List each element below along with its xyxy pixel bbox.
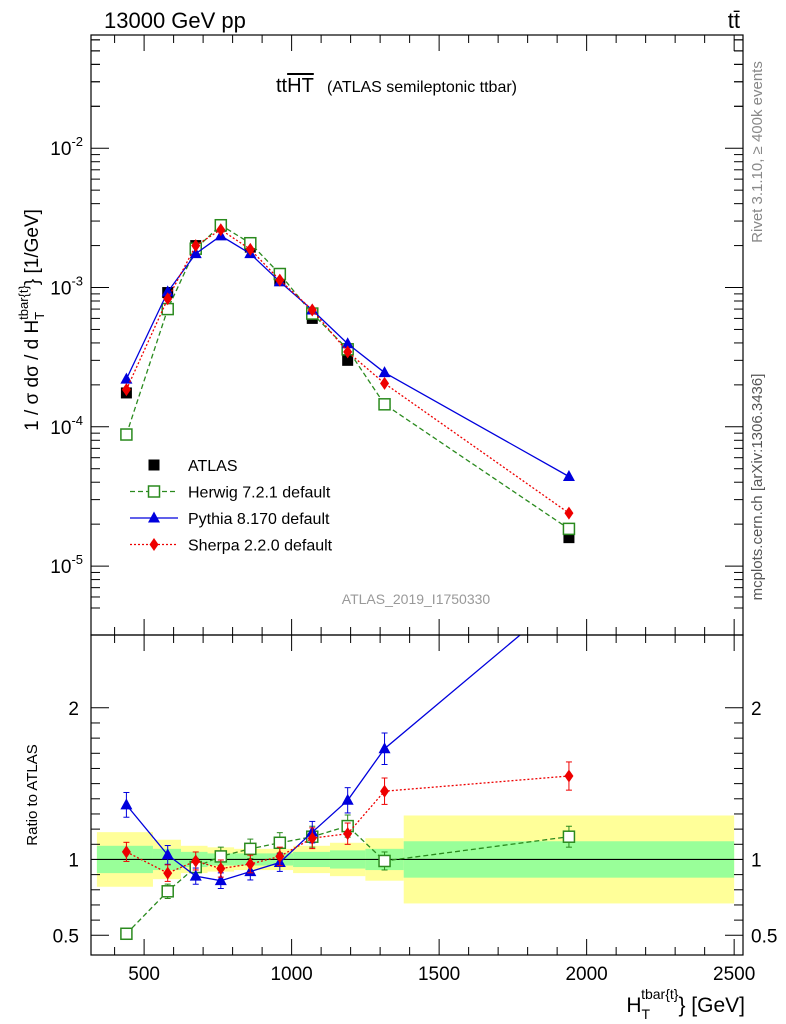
x-tick-label: 2500: [713, 964, 755, 985]
sherpa-main-point: [245, 242, 255, 256]
sherpa-ratio-point: [121, 845, 131, 859]
sherpa-main-point: [275, 273, 285, 287]
sherpa-ratio-point: [245, 857, 255, 871]
atlas-main-point: [342, 354, 354, 366]
main-title: ttHT (ATLAS semileptonic ttbar): [276, 75, 517, 97]
pythia-ratio-point: [161, 848, 174, 860]
sherpa-ratio-point: [216, 862, 226, 876]
herwig-main-line: [125, 224, 570, 530]
sherpa-main-point: [163, 292, 173, 306]
sherpa-ratio-point: [380, 784, 390, 798]
sherpa-main-point: [216, 223, 226, 237]
herwig-main-point: [120, 428, 133, 441]
sherpa-main-point: [564, 506, 574, 520]
pythia-ratio-point: [341, 793, 354, 805]
ratio-ytick-label-right: 0.5: [751, 926, 777, 947]
sherpa-main-point: [191, 239, 201, 253]
main-ytick-label: 10-5: [50, 552, 83, 578]
main-plot-panel: 10-5 10-4 10-3 10-2 ttHT (ATLAS semileptoni…: [50, 34, 744, 636]
legend: ATLAS Herwig 7.2.1 default Pythia 8.170 de…: [130, 458, 333, 555]
x-tick-label: 2000: [565, 964, 607, 985]
legend-atlas-marker: [148, 459, 160, 471]
main-ytick-label: 10-3: [50, 274, 83, 300]
ratio-ytick-label-right: 1: [751, 850, 762, 871]
pythia-main-point: [562, 469, 575, 481]
sherpa-ratio-point: [307, 831, 317, 845]
herwig-ratio-point: [273, 836, 287, 850]
sherpa-main-point: [380, 376, 390, 390]
herwig-ratio-point: [244, 842, 257, 856]
herwig-ratio-point: [120, 927, 133, 941]
pythia-main-point: [120, 372, 133, 384]
main-ytick-exponent: -2: [71, 134, 83, 149]
atlas-main-point: [563, 532, 575, 544]
main-title-text: tt: [276, 75, 288, 97]
sherpa-ratio-line: [126, 775, 569, 874]
sherpa-ratio-point: [343, 827, 353, 841]
ratio-ytick-label: 1: [68, 850, 79, 871]
herwig-ratio-point: [161, 885, 174, 898]
ratio-plot-frame: [90, 634, 744, 956]
legend-herwig-marker: [147, 485, 161, 498]
herwig-ratio-line: [125, 825, 569, 935]
sherpa-ratio-point: [564, 769, 574, 783]
herwig-ratio-point: [562, 830, 576, 843]
sherpa-main-point: [307, 303, 317, 317]
x-axis-label: HTtbar{t}} [GeV]: [626, 986, 745, 1022]
ratio-y-axis-label: Ratio to ATLAS: [24, 744, 41, 845]
header-process-label: tt̄: [728, 8, 740, 33]
main-y-axis-label: 1 / σ dσ / d HTtbar{t}} [1/GeV]: [16, 209, 47, 431]
analysis-tag-label: ATLAS_2019_I1750330: [342, 591, 491, 607]
ratio-ytick-label: 0.5: [53, 926, 79, 947]
pythia-main-point: [189, 247, 202, 259]
main-subtitle: (ATLAS semileptonic ttbar): [327, 79, 517, 96]
legend-atlas-label: ATLAS: [188, 458, 238, 475]
rivet-version-label: Rivet 3.1.10, ≥ 400k events: [749, 61, 766, 243]
svg-text:ttHT: ttHT: [276, 75, 314, 97]
sherpa-main-point: [343, 345, 353, 359]
ratio-ytick-label-right: 2: [751, 699, 762, 720]
pythia-ratio-line: [125, 635, 522, 882]
main-ytick-label: 10-4: [50, 413, 83, 439]
header-energy-label: 13000 GeV pp: [104, 8, 246, 33]
main-ytick-exponent: -5: [71, 552, 83, 567]
legend-sherpa-label: Sherpa 2.2.0 default: [188, 538, 333, 555]
legend-herwig-label: Herwig 7.2.1 default: [188, 485, 331, 502]
pythia-ratio-point: [189, 869, 202, 881]
x-tick-label: 1500: [418, 964, 460, 985]
sherpa-main-point: [121, 383, 131, 397]
main-ytick-exponent: -3: [71, 274, 83, 289]
mcplots-reference-label: mcplots.cern.ch [arXiv:1306.3436]: [749, 374, 766, 601]
legend-pythia-label: Pythia 8.170 default: [188, 511, 330, 528]
herwig-main-point: [378, 398, 391, 411]
x-tick-label: 1000: [270, 964, 312, 985]
main-ytick-exponent: -4: [71, 413, 83, 428]
legend-pythia-marker: [148, 511, 160, 523]
main-series-group: [120, 218, 576, 544]
pythia-ratio-point: [120, 798, 133, 810]
ratio-plot-panel: 0.5 0.51 12 2500 1000 1500 2000 2500: [53, 588, 777, 985]
legend-sherpa-marker: [149, 538, 159, 551]
main-title-overline-text: HT: [287, 75, 314, 97]
pythia-main-point: [378, 366, 391, 378]
pythia-main-point: [341, 337, 354, 349]
herwig-main-point: [562, 522, 576, 536]
x-tick-label: 500: [128, 964, 160, 985]
sherpa-ratio-point: [163, 866, 173, 880]
sherpa-ratio-point: [275, 849, 285, 863]
ratio-series-group: [91, 588, 743, 941]
pythia-ratio-point: [214, 874, 227, 886]
herwig-ratio-point: [378, 854, 391, 868]
pythia-ratio-point: [563, 588, 575, 599]
ratio-ytick-label: 2: [68, 699, 79, 720]
main-ytick-label: 10-2: [50, 134, 83, 160]
sherpa-main-line: [125, 228, 570, 514]
pythia-ratio-point: [378, 742, 391, 754]
sherpa-ratio-point: [191, 854, 201, 868]
